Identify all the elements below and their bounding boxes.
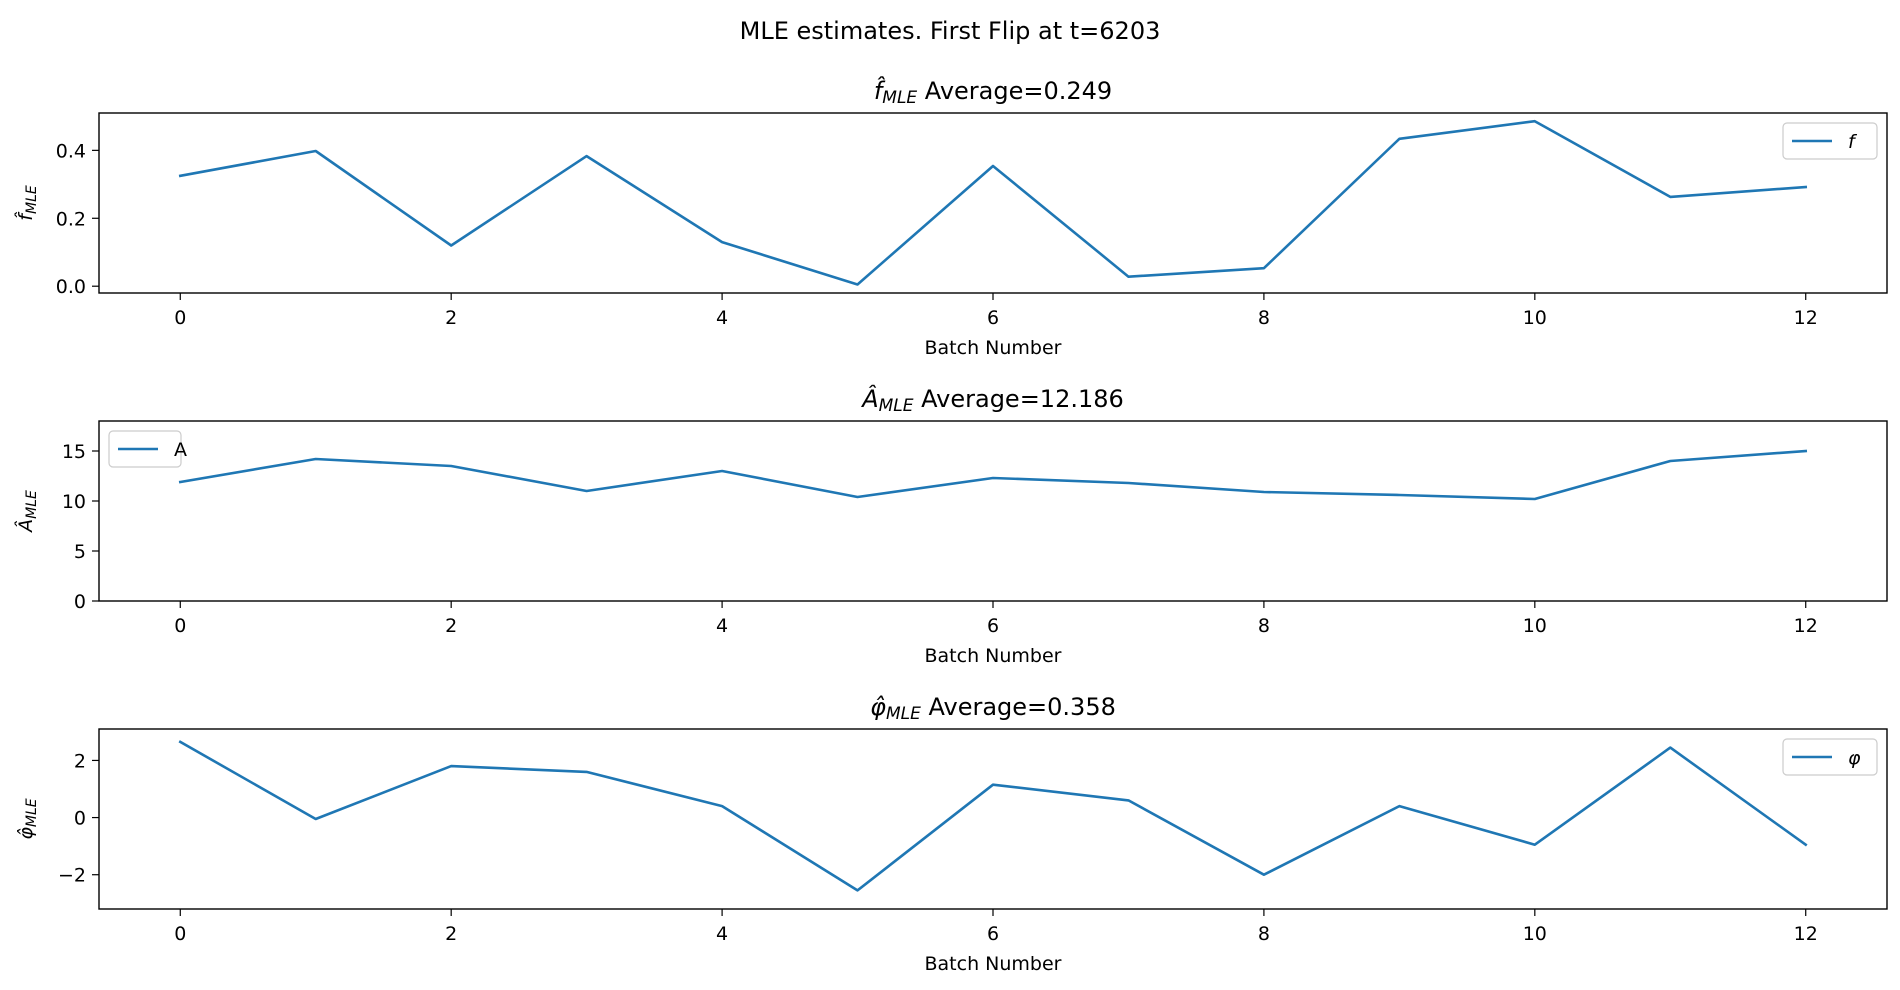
legend: φ [1782,738,1878,776]
x-tick-label: 2 [445,615,457,637]
x-tick-label: 0 [174,307,186,329]
y-tick-label: 0 [74,808,86,830]
y-tick-label: 2 [74,750,86,772]
y-tick-label: 0 [74,591,86,613]
legend-label: f [1848,131,1858,153]
x-tick-label: 6 [987,615,999,637]
x-tick-label: 2 [445,923,457,945]
panel-title: φ̂MLE Average=0.358 [870,693,1116,724]
chart-panel-2: ÂMLE Average=12.186 0 2 4 6 8 10 12 0 5 10 15 Batch… [14,384,1888,667]
x-axis-label: Batch Number [925,645,1062,667]
x-tick-label: 10 [1523,307,1547,329]
x-tick-label: 0 [174,923,186,945]
x-tick-label: 6 [987,923,999,945]
panel-title: f̂MLE Average=0.249 [874,77,1112,109]
legend-label: A [174,439,187,461]
y-tick-label: 0.4 [56,140,86,162]
x-tick-label: 10 [1523,923,1547,945]
y-tick-label: 10 [62,491,86,513]
x-tick-label: 10 [1523,615,1547,637]
y-tick-label: −2 [58,865,86,887]
x-tick-label: 12 [1794,923,1818,945]
x-tick-label: 8 [1258,615,1270,637]
plot-frame [98,112,1888,294]
chart-panel-3: φ̂MLE Average=0.358 0 2 4 6 8 10 12 −2 0 2 Batch Nu… [15,693,1888,975]
plot-frame [98,728,1888,910]
y-axis-label: φ̂MLE [15,798,40,839]
legend-label: φ [1848,747,1861,769]
x-tick-label: 4 [716,615,728,637]
y-tick-label: 15 [62,441,86,463]
x-tick-label: 8 [1258,307,1270,329]
y-tick-label: 5 [74,541,86,563]
x-tick-label: 6 [987,307,999,329]
y-tick-label: 0.2 [56,208,86,230]
series-line-1 [178,740,1808,892]
chart-panel-1: f̂MLE Average=0.249 0 2 4 6 8 10 12 0.0 0.2 0.4 Bat… [15,77,1888,359]
x-axis-label: Batch Number [925,337,1062,359]
x-tick-label: 4 [716,923,728,945]
x-tick-label: 12 [1794,307,1818,329]
x-tick-label: 12 [1794,615,1818,637]
y-axis-label: ÂMLE [14,490,40,534]
y-tick-label: 0.0 [56,276,86,298]
series-line-1 [178,449,1808,501]
x-tick-label: 0 [174,615,186,637]
panel-title: ÂMLE Average=12.186 [860,384,1124,416]
x-tick-label: 4 [716,307,728,329]
series-line-1 [178,119,1808,286]
plot-frame [98,420,1888,602]
figure-title: MLE estimates. First Flip at t=6203 [740,17,1161,45]
legend: f [1782,122,1878,160]
x-tick-label: 8 [1258,923,1270,945]
x-axis-label: Batch Number [925,953,1062,975]
y-axis-label: f̂MLE [15,185,40,221]
legend: A [108,430,187,468]
x-tick-label: 2 [445,307,457,329]
